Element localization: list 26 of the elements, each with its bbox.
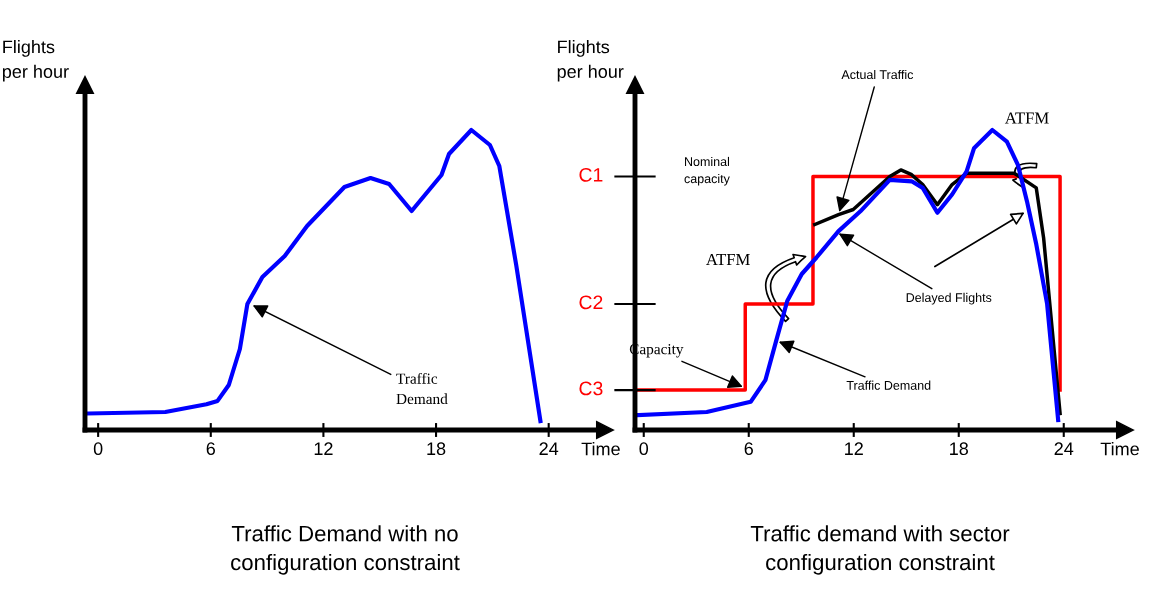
annotation: C3 bbox=[579, 381, 603, 396]
text: Traffic demand with sector configuration constraint bbox=[750, 525, 1010, 575]
text: Traffic Demand with no configuration constraint bbox=[231, 525, 460, 575]
x-tick-label: 6 bbox=[206, 442, 215, 456]
x-tick-label: 12 bbox=[314, 442, 333, 455]
x-axis-title: Time bbox=[581, 442, 620, 456]
text: ATFM bbox=[1004, 112, 1049, 124]
annotation: Actual Traffic bbox=[841, 69, 914, 80]
x-tick-label: 0 bbox=[93, 442, 103, 456]
annotation: C1 bbox=[579, 167, 603, 182]
annotation: ATFM bbox=[706, 253, 750, 265]
x-tick-label: 18 bbox=[950, 442, 969, 456]
y-axis-title: Flights per hour bbox=[2, 40, 69, 82]
annotation: C2 bbox=[579, 295, 603, 310]
x-tick-label: 24 bbox=[1054, 442, 1074, 455]
annotation: Nominal capacity bbox=[684, 156, 730, 186]
y-axis-title: Flights per hour bbox=[557, 40, 624, 82]
annotation: Traffic Demand bbox=[396, 372, 448, 405]
x-tick-label: 12 bbox=[845, 442, 863, 455]
x-tick-label: 24 bbox=[539, 442, 559, 455]
x-axis-title: Time bbox=[1100, 442, 1139, 456]
x-tick-label: 0 bbox=[639, 442, 649, 456]
x-tick-label: 18 bbox=[427, 442, 446, 456]
x-tick-label: 6 bbox=[744, 442, 753, 456]
annotation: Delayed Flights bbox=[906, 292, 992, 305]
annotation: Traffic Demand bbox=[846, 380, 931, 390]
